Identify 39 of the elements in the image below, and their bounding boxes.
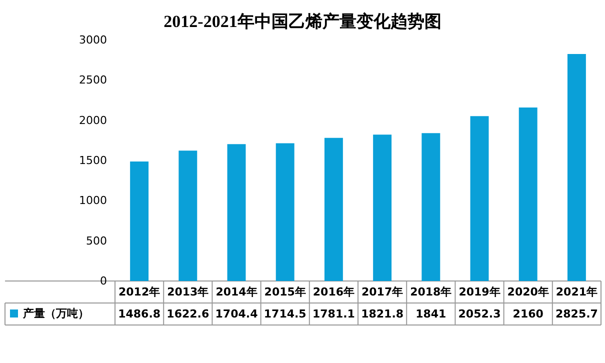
x-tick-label: 2019年 — [458, 286, 500, 298]
y-tick-label: 500 — [86, 234, 107, 248]
legend-label: 产量（万吨） — [22, 307, 89, 320]
x-tick-label: 2013年 — [167, 286, 209, 298]
x-tick-label: 2015年 — [264, 286, 306, 298]
data-label: 2052.3 — [458, 308, 501, 320]
bar — [422, 133, 440, 281]
x-tick-label: 2014年 — [216, 286, 258, 298]
y-tick-label: 0 — [100, 274, 107, 288]
y-tick-label: 1000 — [79, 194, 107, 208]
bar — [470, 116, 489, 281]
bar — [324, 138, 343, 281]
data-label: 1714.5 — [264, 308, 306, 320]
x-tick-label: 2017年 — [361, 286, 404, 298]
bar — [227, 144, 246, 281]
bar — [178, 150, 198, 281]
data-label: 1821.8 — [361, 308, 404, 320]
data-label: 1622.6 — [166, 308, 210, 320]
x-tick-label: 2021年 — [556, 286, 598, 298]
data-label: 1704.4 — [215, 308, 258, 320]
data-label: 2160 — [512, 308, 544, 320]
data-label: 1841 — [416, 308, 446, 320]
y-tick-label: 2000 — [79, 114, 107, 127]
bar — [567, 54, 586, 281]
y-tick-label: 2500 — [79, 74, 107, 87]
x-tick-label: 2020年 — [507, 286, 549, 298]
x-tick-label: 2012年 — [118, 286, 160, 298]
data-label: 1781.1 — [312, 308, 355, 320]
data-label: 2825.7 — [555, 308, 598, 320]
bar — [373, 134, 392, 281]
bar — [518, 107, 538, 281]
x-tick-label: 2018年 — [410, 286, 452, 298]
x-tick-label: 2016年 — [312, 286, 355, 298]
bar — [130, 162, 149, 281]
bar — [276, 143, 294, 281]
data-label: 1486.8 — [118, 308, 161, 320]
y-tick-label: 1500 — [79, 154, 107, 167]
y-tick-label: 3000 — [79, 34, 107, 46]
chart-title: 2012-2021年中国乙烯产量变化趋势图 — [164, 12, 442, 31]
